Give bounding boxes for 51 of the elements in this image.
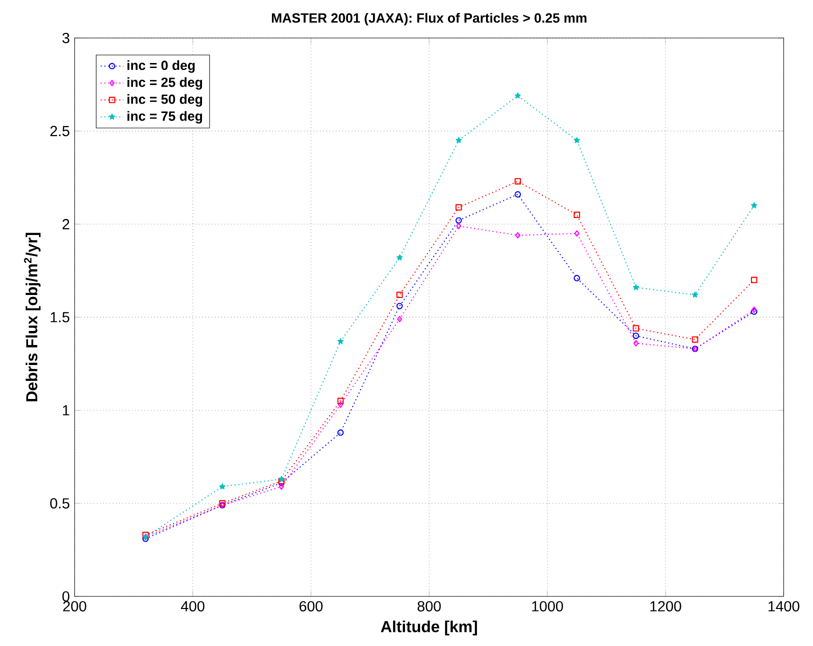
point [337, 398, 344, 404]
point [456, 204, 462, 210]
x-tick-label: 200 [63, 600, 86, 612]
point [574, 230, 580, 236]
x-tick-label: 600 [300, 600, 323, 612]
x-tick-label: 1000 [532, 600, 563, 612]
y-tick-label: 2.5 [50, 126, 70, 136]
point [278, 483, 284, 490]
legend-label: inc = 50 deg [127, 94, 202, 106]
y-tick-label: 1 [62, 405, 70, 416]
point [692, 291, 698, 298]
y-tick-label: 2 [62, 218, 70, 230]
point [396, 254, 403, 260]
point [396, 291, 403, 298]
point [456, 217, 462, 224]
legend-label: inc = 75 deg [127, 110, 202, 124]
y-tick-label: 3 [62, 32, 70, 43]
point [692, 336, 698, 343]
point [396, 302, 403, 310]
point [514, 190, 521, 198]
point [574, 274, 580, 282]
point [632, 284, 640, 290]
y-tick-label: 0.5 [50, 498, 70, 508]
point [574, 136, 580, 143]
x-tick-label: 400 [180, 600, 204, 612]
point [338, 401, 344, 408]
point [337, 338, 344, 344]
legend-label: inc = 0 deg [127, 60, 195, 73]
x-axis-title: Altitude [km] [380, 620, 477, 636]
point [514, 92, 521, 98]
x-tick-label: 1200 [650, 600, 682, 612]
y-tick-label: 0 [62, 591, 70, 602]
point [337, 429, 344, 436]
y-tick-label: 1.5 [50, 312, 70, 322]
point [456, 136, 462, 143]
point [514, 178, 521, 184]
point [456, 222, 462, 229]
x-tick-label: 1400 [768, 600, 800, 612]
point [633, 340, 638, 346]
x-tick-label: 800 [418, 600, 441, 612]
point [574, 211, 580, 218]
point [632, 332, 640, 339]
y-axis-title: Debris Flux [obj/m$^{2}$/yr] [24, 232, 41, 402]
point [219, 483, 226, 490]
point [515, 232, 520, 238]
point [397, 316, 402, 322]
point [632, 324, 640, 332]
point [750, 276, 758, 283]
legend-label: inc = 25 deg [127, 77, 202, 90]
point [751, 202, 758, 208]
chart-title: MASTER 2001 (JAXA): Flux of Particles > 0.25 mm [272, 12, 586, 26]
